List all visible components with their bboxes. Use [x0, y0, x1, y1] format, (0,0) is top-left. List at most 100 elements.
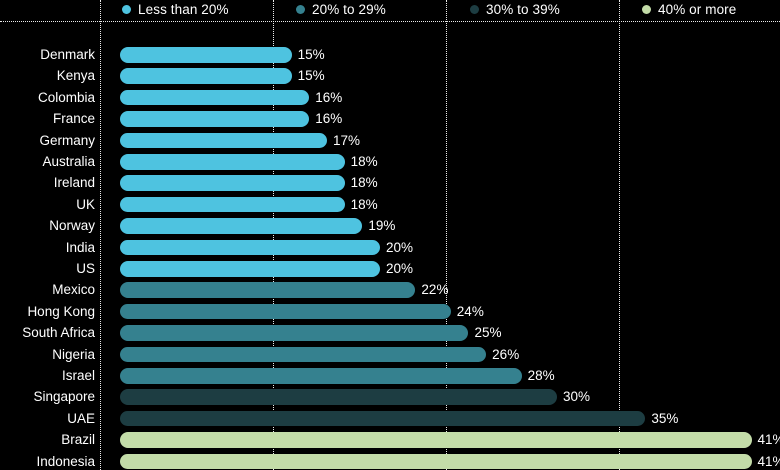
- gridline-3: [619, 0, 620, 470]
- bar[interactable]: [120, 89, 310, 106]
- bar[interactable]: [120, 325, 469, 341]
- bar-value-label: 19%: [368, 218, 396, 234]
- category-label: Nigeria: [52, 346, 95, 362]
- category-label: Hong Kong: [27, 303, 95, 319]
- legend-item-label: Less than 20%: [138, 2, 229, 17]
- category-label: Germany: [39, 132, 95, 148]
- bar-row: Singapore 30%: [0, 386, 780, 407]
- category-label: Australia: [42, 154, 95, 169]
- bar-value-label: 30%: [562, 389, 590, 405]
- bar-row: South Africa 25%: [0, 322, 780, 343]
- legend-swatch-icon: [470, 5, 479, 14]
- category-label: South Africa: [22, 325, 95, 341]
- category-label: Denmark: [40, 47, 95, 62]
- bar-value-label: 28%: [527, 368, 555, 383]
- bar-row: UAE 35%: [0, 408, 780, 429]
- bar[interactable]: [120, 196, 345, 213]
- bar[interactable]: [120, 47, 292, 63]
- bar-value-label: 17%: [332, 132, 360, 148]
- bar-value-label: 26%: [492, 346, 520, 362]
- bar-row: US 20%: [0, 258, 780, 279]
- bar-value-label: 41%: [757, 432, 780, 448]
- category-label: Mexico: [52, 282, 95, 298]
- bar-row: France 16%: [0, 108, 780, 129]
- bar-row: Australia 18%: [0, 151, 780, 172]
- category-label: Singapore: [33, 389, 95, 405]
- legend-item-2[interactable]: 30% to 39%: [470, 0, 560, 19]
- bar[interactable]: [120, 218, 363, 234]
- category-label: India: [65, 239, 95, 255]
- bar[interactable]: [120, 453, 752, 470]
- bar-row: Hong Kong 24%: [0, 301, 780, 322]
- bar-row: Mexico 22%: [0, 279, 780, 300]
- legend-divider-horizontal: [0, 21, 780, 22]
- legend-item-label: 30% to 39%: [486, 2, 560, 17]
- bar[interactable]: [120, 175, 345, 191]
- bar[interactable]: [120, 303, 451, 320]
- bar[interactable]: [120, 132, 327, 149]
- bar-row: Ireland 18%: [0, 172, 780, 193]
- category-label: Indonesia: [36, 453, 95, 469]
- category-label: UK: [76, 196, 95, 212]
- legend-swatch-icon: [122, 5, 131, 14]
- category-label: France: [52, 111, 95, 127]
- bar-row: Brazil 41%: [0, 429, 780, 450]
- bar-row: India 20%: [0, 237, 780, 258]
- gridline-2: [446, 0, 447, 470]
- bar-value-label: 18%: [350, 196, 378, 212]
- bar[interactable]: [120, 239, 381, 256]
- bar-value-label: 25%: [474, 325, 502, 341]
- bar[interactable]: [120, 154, 345, 170]
- bar[interactable]: [120, 368, 522, 384]
- category-label: UAE: [67, 410, 95, 426]
- bar[interactable]: [120, 111, 310, 127]
- bar-row: Israel 28%: [0, 365, 780, 386]
- chart-legend: Less than 20% 20% to 29% 30% to 39% 40% or …: [0, 0, 780, 19]
- bar-value-label: 24%: [456, 303, 484, 319]
- bar-value-label: 18%: [350, 154, 378, 169]
- gridline-1: [273, 0, 274, 470]
- bar-value-label: 22%: [421, 282, 449, 298]
- gridline-0: [100, 0, 101, 470]
- bar-value-label: 15%: [297, 68, 325, 84]
- bar-value-label: 41%: [757, 453, 780, 469]
- bar-row: Colombia 16%: [0, 87, 780, 108]
- bar[interactable]: [120, 282, 416, 298]
- bar-value-label: 35%: [651, 410, 679, 426]
- bar-value-label: 20%: [386, 239, 414, 255]
- bar[interactable]: [120, 389, 557, 405]
- bar-value-label: 15%: [297, 47, 325, 62]
- bar[interactable]: [120, 261, 381, 277]
- legend-item-1[interactable]: 20% to 29%: [296, 0, 386, 19]
- legend-swatch-icon: [642, 5, 651, 14]
- category-label: Ireland: [53, 175, 95, 191]
- bar[interactable]: [120, 68, 292, 84]
- bar-value-label: 16%: [315, 89, 343, 105]
- category-label: Brazil: [61, 432, 95, 448]
- category-label: Norway: [49, 218, 95, 234]
- legend-item-3[interactable]: 40% or more: [642, 0, 736, 19]
- category-label: Colombia: [37, 89, 95, 105]
- category-label: US: [76, 261, 95, 276]
- bar-row: Indonesia 41%: [0, 451, 780, 470]
- bar[interactable]: [120, 346, 487, 363]
- legend-item-label: 20% to 29%: [312, 2, 386, 17]
- bar-row: Norway 19%: [0, 215, 780, 236]
- bar-value-label: 16%: [315, 111, 343, 127]
- category-label: Kenya: [56, 68, 95, 84]
- category-label: Israel: [61, 368, 95, 383]
- bar-row: Germany 17%: [0, 130, 780, 151]
- bar-row: UK 18%: [0, 194, 780, 215]
- bar-row: Nigeria 26%: [0, 344, 780, 365]
- bar[interactable]: [120, 410, 646, 427]
- legend-swatch-icon: [296, 5, 305, 14]
- bar-row: Denmark 15%: [0, 44, 780, 65]
- legend-item-label: 40% or more: [658, 2, 737, 17]
- legend-item-0[interactable]: Less than 20%: [122, 0, 229, 19]
- bar-value-label: 18%: [350, 175, 378, 191]
- bar-row: Kenya 15%: [0, 65, 780, 86]
- bar-value-label: 20%: [386, 261, 414, 276]
- bar[interactable]: [120, 432, 752, 448]
